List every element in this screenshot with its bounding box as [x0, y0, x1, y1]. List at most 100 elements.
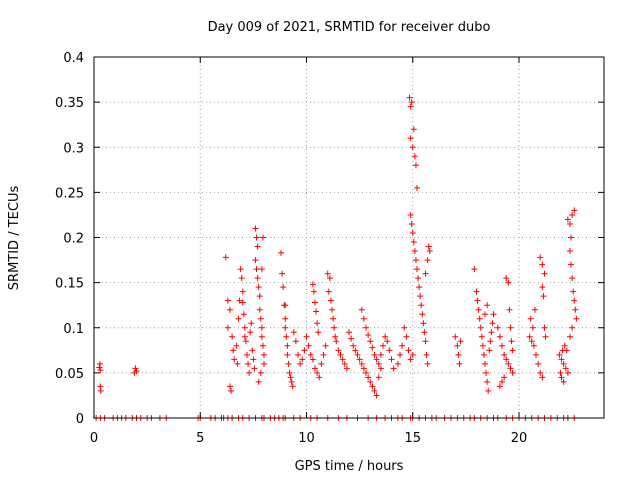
data-point-0-13 [228, 387, 235, 394]
data-point-0-210 [501, 374, 508, 381]
data-point-0-95 [325, 288, 332, 295]
data-point-0-70 [282, 302, 289, 309]
y-tick-label-2: 0.1 [63, 322, 84, 337]
data-point-0-104 [339, 356, 346, 363]
data-point-0-60 [282, 315, 289, 322]
data-point-0-240 [564, 369, 571, 376]
data-point-0-87 [309, 281, 316, 288]
data-point-0-19 [235, 315, 242, 322]
data-point-0-20 [236, 297, 243, 304]
data-point-0-251 [568, 234, 575, 241]
data-point-0-197 [488, 329, 495, 336]
data-point-0-207 [505, 360, 512, 367]
data-point-0-233 [540, 293, 547, 300]
data-point-0-139 [394, 360, 401, 367]
data-point-0-52 [255, 378, 262, 385]
data-point-0-246 [560, 378, 567, 385]
data-point-0-188 [478, 333, 485, 340]
data-point-0-65 [285, 360, 292, 367]
data-point-0-58 [280, 284, 287, 291]
data-point-0-77 [303, 333, 310, 340]
data-point-0-163 [415, 275, 422, 282]
data-point-0-222 [533, 351, 539, 358]
data-point-0-43 [256, 293, 263, 300]
data-point-0-6 [132, 365, 139, 372]
data-point-0-220 [528, 338, 535, 345]
data-point-0-54 [259, 234, 266, 241]
data-point-0-174 [426, 248, 433, 255]
data-point-0-45 [257, 315, 264, 322]
data-point-0-46 [258, 324, 265, 331]
data-point-0-9 [224, 297, 231, 304]
data-point-0-15 [230, 347, 237, 354]
data-point-0-244 [557, 369, 564, 376]
data-point-0-16 [231, 356, 238, 363]
data-point-0-156 [407, 211, 414, 218]
data-point-0-110 [352, 347, 359, 354]
data-point-0-143 [403, 333, 410, 340]
data-point-0-144 [405, 347, 412, 354]
data-point-0-3 [97, 387, 104, 394]
data-point-0-150 [407, 135, 414, 142]
data-point-0-209 [509, 369, 516, 376]
data-point-0-18 [234, 360, 241, 367]
data-point-0-170 [422, 338, 429, 345]
data-point-0-48 [259, 342, 266, 349]
data-point-0-180 [456, 360, 463, 367]
data-point-0-228 [531, 306, 538, 313]
data-point-0-126 [365, 331, 372, 338]
data-point-0-96 [327, 297, 334, 304]
data-point-0-154 [412, 162, 419, 169]
data-point-0-196 [487, 338, 494, 345]
data-point-0-190 [480, 351, 487, 358]
data-point-0-98 [330, 315, 337, 322]
data-point-0-97 [329, 306, 335, 313]
data-point-0-53 [258, 266, 265, 273]
data-point-0-213 [503, 275, 510, 282]
data-point-0-145 [407, 356, 414, 363]
data-point-0-184 [474, 297, 481, 304]
data-point-0-165 [417, 293, 424, 300]
data-point-0-249 [569, 211, 576, 218]
data-point-0-238 [560, 360, 567, 367]
y-tick-label-5: 0.25 [55, 186, 84, 201]
data-point-0-235 [542, 333, 549, 340]
data-point-0-40 [253, 266, 260, 273]
y-tick-label-7: 0.35 [55, 96, 84, 111]
data-point-0-158 [409, 229, 416, 236]
data-point-0-250 [571, 207, 578, 214]
data-point-0-167 [419, 311, 426, 318]
data-point-0-113 [358, 360, 365, 367]
data-point-0-243 [563, 347, 570, 354]
data-point-0-129 [371, 351, 378, 358]
axes-layer: 0 0.05 0.1 0.15 0.2 0.25 0.3 0.35 0.4 0 5 10 15 20 [55, 51, 605, 446]
data-point-0-101 [333, 338, 340, 345]
data-point-0-39 [254, 243, 261, 250]
data-point-0-138 [390, 365, 397, 372]
data-point-0-152 [410, 126, 417, 133]
grid-layer [94, 57, 604, 418]
data-point-0-186 [476, 315, 483, 322]
data-point-0-248 [567, 220, 573, 227]
data-point-0-116 [365, 374, 372, 381]
data-point-0-183 [473, 288, 480, 295]
data-point-0-185 [475, 306, 482, 313]
data-point-0-81 [312, 365, 318, 372]
data-point-0-212 [496, 383, 503, 390]
data-point-0-257 [572, 306, 579, 313]
data-point-0-148 [407, 103, 414, 110]
data-point-0-51 [257, 369, 264, 376]
data-point-0-255 [570, 288, 577, 295]
data-point-0-172 [424, 360, 431, 367]
data-point-0-141 [399, 342, 406, 349]
y-tick-label-1: 0.05 [55, 367, 84, 382]
data-point-0-219 [526, 333, 533, 340]
data-point-0-38 [253, 234, 260, 241]
data-point-0-256 [571, 297, 578, 304]
data-point-0-239 [562, 365, 569, 372]
data-point-0-205 [501, 351, 508, 358]
data-point-0-23 [239, 288, 246, 295]
data-point-0-166 [418, 302, 425, 309]
data-point-0-121 [375, 374, 382, 381]
data-point-0-258 [573, 315, 580, 322]
